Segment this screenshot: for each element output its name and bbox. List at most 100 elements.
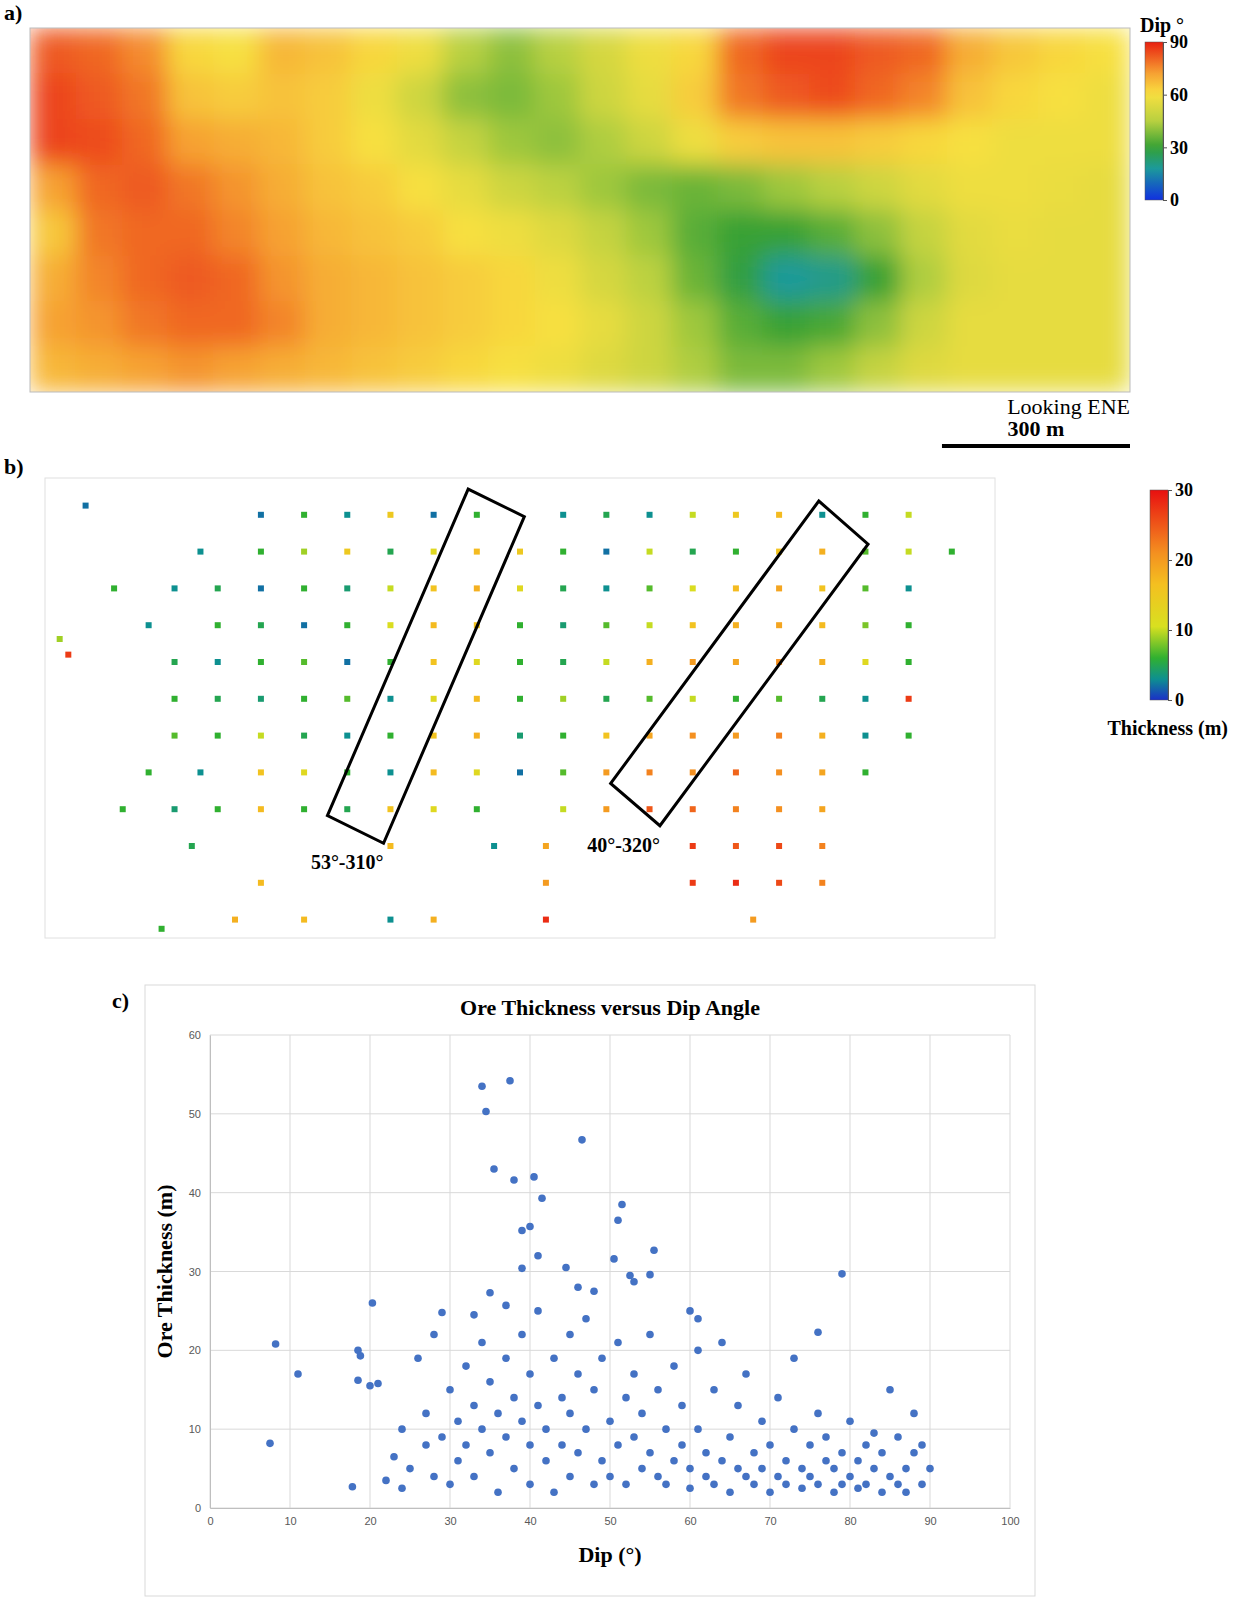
- tick-label: 40: [524, 1515, 536, 1527]
- point: [733, 659, 739, 665]
- x-axis: 0102030405060708090100: [207, 1508, 1019, 1527]
- point: [510, 1394, 518, 1402]
- heatmap-cell: [534, 210, 580, 256]
- colorbar-scale: [1150, 490, 1168, 700]
- heatmap-cell: [1084, 119, 1130, 165]
- heatmap-cell: [855, 347, 901, 393]
- point: [258, 659, 264, 665]
- point: [574, 1283, 582, 1291]
- point: [838, 1481, 846, 1489]
- point: [822, 1457, 830, 1465]
- point: [301, 696, 307, 702]
- point: [446, 1481, 454, 1489]
- point: [862, 733, 868, 739]
- heatmap-cell: [443, 28, 489, 74]
- point: [414, 1354, 422, 1362]
- point: [766, 1488, 774, 1496]
- point: [819, 843, 825, 849]
- point: [603, 769, 609, 775]
- point: [819, 806, 825, 812]
- figure: a)0306090Dip °Looking ENE300 mb)53°-310°…: [0, 0, 1235, 1600]
- point: [382, 1477, 390, 1485]
- heatmap-cell: [30, 28, 76, 74]
- point: [146, 622, 152, 628]
- heatmap-cell: [168, 74, 214, 120]
- heatmap-cell: [1038, 210, 1084, 256]
- point: [486, 1449, 494, 1457]
- heatmap-cell: [626, 301, 672, 347]
- point: [610, 1255, 618, 1263]
- point: [387, 733, 393, 739]
- point: [387, 512, 393, 518]
- point: [906, 622, 912, 628]
- heatmap-cell: [305, 210, 351, 256]
- heatmap-cell: [580, 210, 626, 256]
- point: [814, 1328, 822, 1336]
- point: [718, 1457, 726, 1465]
- point: [438, 1309, 446, 1317]
- heatmap-cell: [901, 165, 947, 211]
- heatmap-cell: [488, 301, 534, 347]
- colorbar-title: Dip °: [1140, 14, 1184, 37]
- heatmap-cell: [718, 347, 764, 393]
- grid-line: [210, 1113, 1010, 1114]
- heatmap-cell: [213, 119, 259, 165]
- point: [301, 917, 307, 923]
- heatmap-cell: [1038, 256, 1084, 302]
- heatmap-cell: [718, 301, 764, 347]
- colorbar-tick-mark: [1163, 42, 1167, 43]
- point: [910, 1410, 918, 1418]
- point: [197, 549, 203, 555]
- point: [894, 1433, 902, 1441]
- heatmap-cell: [30, 119, 76, 165]
- tick: 100: [1001, 1508, 1019, 1527]
- colorbar-scale: [1145, 42, 1163, 200]
- heatmap-cell: [809, 74, 855, 120]
- tick: 60: [189, 1029, 210, 1041]
- heatmap-cell: [397, 28, 443, 74]
- point: [344, 585, 350, 591]
- colorbar-tick-mark: [1163, 147, 1167, 148]
- heatmap-cell: [30, 210, 76, 256]
- point: [478, 1339, 486, 1347]
- heatmap-cell: [168, 28, 214, 74]
- point: [638, 1465, 646, 1473]
- tick-label: 60: [684, 1515, 696, 1527]
- point: [301, 622, 307, 628]
- point: [750, 917, 756, 923]
- heatmap-cell: [809, 256, 855, 302]
- heatmap-cell: [122, 74, 168, 120]
- point: [603, 622, 609, 628]
- point: [814, 1410, 822, 1418]
- point: [910, 1449, 918, 1457]
- point: [733, 806, 739, 812]
- point: [470, 1473, 478, 1481]
- point: [387, 843, 393, 849]
- heatmap-cell: [855, 165, 901, 211]
- heatmap-cell: [626, 119, 672, 165]
- point: [474, 512, 480, 518]
- axis-line: [211, 1508, 1011, 1509]
- point: [431, 585, 437, 591]
- heatmap-cell: [213, 347, 259, 393]
- heatmap-cell: [809, 210, 855, 256]
- heatmap-cell: [305, 119, 351, 165]
- point: [678, 1441, 686, 1449]
- point: [562, 1264, 570, 1272]
- heatmap-cell: [443, 347, 489, 393]
- point: [172, 733, 178, 739]
- point: [526, 1441, 534, 1449]
- point: [301, 549, 307, 555]
- tick-label: 20: [364, 1515, 376, 1527]
- colorbar-tick-label: 30: [1175, 480, 1193, 500]
- point: [517, 585, 523, 591]
- point: [518, 1265, 526, 1273]
- point: [776, 843, 782, 849]
- heatmap-cell: [580, 28, 626, 74]
- point: [431, 549, 437, 555]
- point: [776, 733, 782, 739]
- heatmap-cell: [443, 301, 489, 347]
- point: [518, 1331, 526, 1339]
- heatmap-cell: [672, 256, 718, 302]
- chart-title: Ore Thickness versus Dip Angle: [460, 995, 760, 1020]
